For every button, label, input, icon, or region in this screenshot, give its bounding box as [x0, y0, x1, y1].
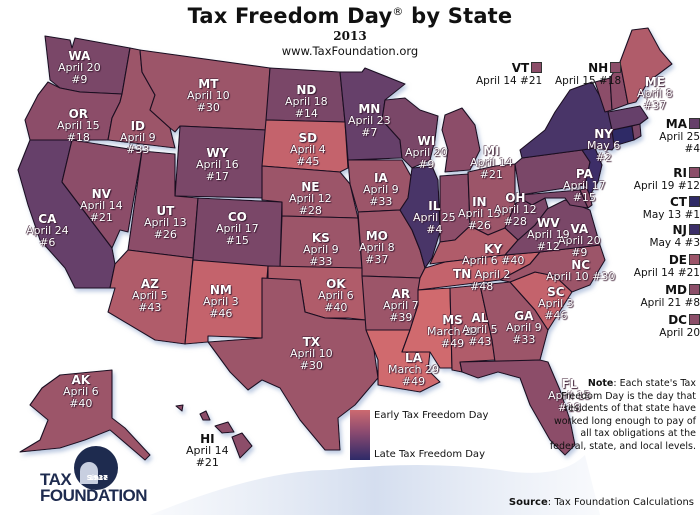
note-body: : Each state's Tax Freedom Day is the da… [549, 378, 696, 452]
abbr: NJ [672, 223, 687, 237]
color-swatch [689, 254, 700, 265]
state-HI[interactable] [231, 432, 253, 459]
color-swatch [689, 284, 700, 295]
state-NC[interactable] [499, 244, 606, 293]
color-swatch [610, 62, 622, 73]
seal-icon: Since 1937 [74, 446, 118, 490]
legend-gradient-bar [350, 410, 370, 460]
year: 2013 [333, 29, 367, 43]
date: April 14 [476, 75, 517, 87]
legend-late-label: Late Tax Freedom Day [374, 449, 485, 460]
state-ME[interactable] [619, 27, 673, 105]
rank: #21 [677, 267, 700, 279]
registered-mark: ® [392, 5, 404, 18]
legend-early-label: Early Tax Freedom Day [374, 410, 489, 421]
state-SD[interactable] [261, 119, 349, 173]
color-swatch [531, 62, 543, 73]
callout-NH: NH April 15 #18 [555, 61, 622, 87]
state-FL[interactable] [459, 359, 576, 456]
title-text: Tax Freedom Day [187, 4, 393, 28]
state-HI-4[interactable] [175, 404, 184, 412]
date: April 14 [633, 267, 675, 279]
rank: #12 [677, 180, 700, 192]
callout-CT: CT May 13 #1 [643, 196, 700, 221]
date: May 4 [649, 237, 682, 249]
page-title: Tax Freedom Day® by State [0, 4, 700, 28]
state-WI[interactable] [381, 97, 439, 169]
state-WA[interactable] [44, 35, 131, 95]
state-IA[interactable] [347, 159, 413, 213]
state-MI[interactable] [441, 107, 481, 173]
abbr: NH [588, 61, 609, 75]
state-AR[interactable] [361, 275, 421, 331]
callout-DC: DC April 20 [659, 314, 700, 339]
callout-MD: MD April 21 #8 [640, 284, 700, 309]
gulf-water [150, 455, 600, 515]
title-block: Tax Freedom Day® by State 2013 www.TaxFo… [0, 4, 700, 58]
source-text: Source: Tax Foundation Calculations [509, 497, 694, 508]
capitol-dome-icon [80, 462, 98, 484]
rank: #4 [684, 143, 700, 155]
color-swatch [689, 224, 700, 235]
state-HI-3[interactable] [199, 410, 211, 421]
website-url: www.TaxFoundation.org [281, 44, 419, 58]
state-TX[interactable] [207, 277, 379, 451]
state-ND[interactable] [265, 67, 346, 123]
rank: #8 [684, 297, 700, 309]
callout-DE: DE April 14 #21 [634, 254, 700, 279]
state-AZ[interactable] [107, 249, 194, 345]
abbr: RI [673, 166, 687, 180]
date: May 13 [642, 209, 682, 221]
abbr: VT [511, 61, 530, 75]
state-AK[interactable] [19, 369, 151, 461]
color-swatch [689, 196, 700, 207]
seal-year: 1937 [88, 474, 108, 482]
state-NM[interactable] [184, 259, 269, 345]
state-KS[interactable] [279, 215, 363, 269]
callout-VT: VT April 14 #21 [476, 61, 543, 87]
state-NJ[interactable] [581, 147, 603, 196]
source-label: Source [508, 497, 548, 508]
callout-MA: MA April 25 #4 [659, 118, 700, 155]
note-label: Note [587, 378, 614, 389]
rank: #3 [684, 237, 700, 249]
state-CO[interactable] [192, 197, 283, 269]
rank: #21 [520, 75, 543, 87]
date: April 15 [555, 75, 596, 87]
abbr: DE [668, 253, 687, 267]
abbr: DC [668, 313, 687, 327]
abbr: CT [670, 195, 687, 209]
title-suffix: by State [403, 4, 513, 28]
note-text: Note: Each state's Tax Freedom Day is th… [546, 378, 696, 453]
state-MA[interactable] [607, 105, 649, 131]
color-swatch [689, 314, 700, 325]
date: April 20 [659, 327, 700, 339]
rank: #18 [599, 75, 622, 87]
date: April 19 [633, 180, 675, 192]
rank: #1 [684, 209, 700, 221]
date: April 25 [659, 131, 700, 143]
abbr: MD [665, 283, 687, 297]
state-HI-2[interactable] [214, 421, 235, 434]
logo-line2: FOUNDATION [40, 486, 148, 505]
color-swatch [689, 118, 700, 129]
state-WY[interactable] [174, 125, 267, 199]
callout-RI: RI April 19 #12 [634, 167, 700, 192]
state-RI[interactable] [631, 123, 642, 141]
logo-line1: TAX [40, 470, 72, 489]
seal-since: Since [86, 474, 108, 482]
callout-NJ: NJ May 4 #3 [649, 224, 700, 249]
date: April 21 [640, 297, 682, 309]
color-swatch [689, 167, 700, 178]
source-body: : Tax Foundation Calculations [547, 497, 694, 508]
abbr: MA [665, 117, 687, 131]
